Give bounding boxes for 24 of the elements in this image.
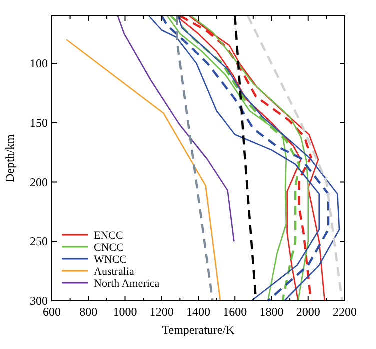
x-tick-label: 1600 bbox=[223, 305, 248, 319]
y-axis-title: Depth/km bbox=[3, 134, 17, 182]
line-series bbox=[66, 39, 222, 302]
x-tick-label: 800 bbox=[80, 305, 98, 319]
legend-label: WNCC bbox=[94, 254, 127, 266]
x-tick-label: 1400 bbox=[186, 305, 210, 319]
legend-label: North America bbox=[94, 278, 160, 290]
x-tick-label: 2000 bbox=[296, 305, 320, 319]
y-tick-label: 150 bbox=[30, 116, 48, 130]
x-tick-label: 1800 bbox=[260, 305, 284, 319]
legend-label: Australia bbox=[94, 266, 134, 278]
legend-label: ENCC bbox=[94, 230, 124, 242]
x-tick-label: 600 bbox=[43, 305, 61, 319]
y-tick-label: 200 bbox=[30, 175, 48, 190]
line-series bbox=[178, 15, 340, 302]
line-series bbox=[246, 14, 344, 302]
y-tick-label: 250 bbox=[30, 234, 48, 249]
x-tick-label: 1200 bbox=[150, 305, 174, 319]
x-tick-label: 2200 bbox=[333, 305, 357, 319]
x-axis-title: Temperature/K bbox=[162, 323, 236, 337]
x-tick-label: 1000 bbox=[113, 305, 138, 319]
y-tick-label: 100 bbox=[30, 56, 48, 70]
y-tick-label: 300 bbox=[30, 294, 48, 308]
legend-label: CNCC bbox=[94, 242, 124, 254]
